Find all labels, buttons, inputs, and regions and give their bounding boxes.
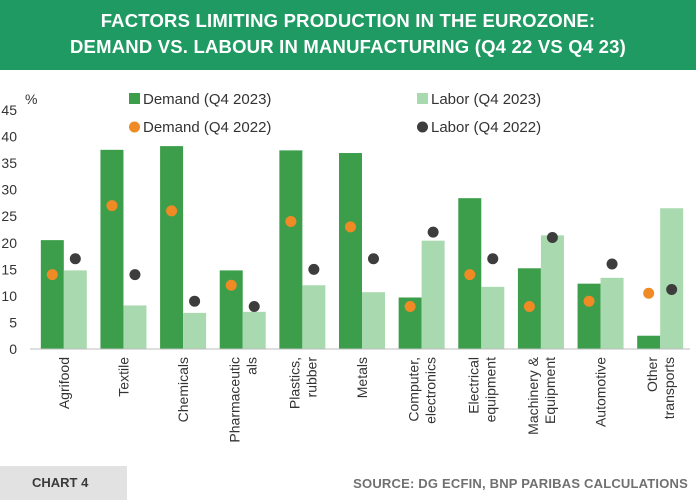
- dot-demand-2022: [464, 269, 476, 281]
- dot-labor-2022: [487, 253, 499, 265]
- dot-demand-2022: [225, 279, 237, 291]
- legend-label: Labor (Q4 2023): [431, 91, 541, 108]
- chart-title-line-2: DEMAND VS. LABOUR IN MANUFACTURING (Q4 2…: [69, 36, 626, 57]
- x-tick-label: Machinery &Equipment: [525, 356, 558, 434]
- dot-labor-2022: [666, 284, 678, 296]
- bar-demand-2023: [339, 153, 362, 349]
- bar-labor-2023: [540, 235, 564, 349]
- x-tick-label-line: Textile: [115, 357, 131, 397]
- x-tick-label-line: Plastics,: [286, 357, 302, 409]
- x-tick-label-line: Machinery &: [525, 356, 541, 434]
- y-tick-label: 45: [1, 102, 17, 118]
- legend-label: Demand (Q4 2022): [143, 119, 271, 136]
- x-tick-label-line: Agrifood: [56, 357, 72, 409]
- y-tick-label: 30: [1, 182, 17, 198]
- dot-demand-2022: [523, 301, 535, 313]
- x-tick-label: Agrifood: [56, 357, 72, 409]
- bar-demand-2023: [100, 149, 124, 349]
- legend-label: Demand (Q4 2023): [143, 91, 271, 108]
- chart-number-tag: CHART 4: [0, 466, 127, 500]
- x-tick-label: Textile: [115, 357, 131, 397]
- dot-demand-2022: [345, 221, 356, 233]
- bar-labor-2023: [183, 312, 207, 349]
- legend-swatch-labor-2023: [417, 93, 428, 104]
- bar-labor-2023: [600, 277, 624, 349]
- dot-labor-2022: [308, 263, 320, 275]
- x-tick-label-line: rubber: [303, 357, 319, 398]
- x-tick-label-line: equipment: [482, 357, 498, 422]
- dot-demand-2022: [643, 287, 655, 299]
- y-tick-label: 35: [1, 155, 17, 171]
- dot-labor-2022: [427, 226, 439, 238]
- x-tick-label: Othertransports: [644, 357, 677, 420]
- y-tick-label: 0: [9, 341, 17, 357]
- x-tick-label-line: Equipment: [542, 357, 558, 424]
- dot-labor-2022: [189, 295, 201, 307]
- dot-labor-2022: [129, 269, 141, 281]
- x-tick-label: Plastics,rubber: [286, 357, 319, 409]
- x-tick-label-line: Automotive: [593, 357, 609, 427]
- bar-demand-2023: [219, 270, 243, 349]
- bar-demand-2023: [40, 240, 64, 349]
- x-tick-label-line: Chemicals: [175, 357, 191, 422]
- dot-demand-2022: [285, 216, 297, 228]
- bar-labor-2023: [242, 311, 266, 349]
- x-tick-label-line: transports: [661, 357, 677, 419]
- x-tick-label: Automotive: [593, 357, 609, 427]
- y-tick-label: 5: [9, 314, 17, 330]
- y-unit-label: %: [25, 91, 37, 107]
- bar-labor-2023: [660, 208, 684, 349]
- x-tick-label-line: Other: [644, 357, 660, 392]
- y-tick-label: 15: [1, 261, 17, 277]
- x-tick-label: Pharmaceuticals: [227, 357, 260, 443]
- x-tick-label-line: electronics: [423, 357, 439, 424]
- bar-demand-2023: [577, 283, 601, 349]
- y-tick-label: 10: [1, 288, 17, 304]
- dot-labor-2022: [248, 301, 260, 313]
- legend-label: Labor (Q4 2022): [431, 119, 541, 136]
- x-tick-label-line: Metals: [354, 357, 370, 398]
- x-tick-label: Chemicals: [175, 357, 191, 422]
- y-tick-label: 20: [1, 235, 17, 251]
- x-tick-label-line: Pharmaceutic: [227, 357, 243, 443]
- bar-labor-2023: [481, 286, 505, 349]
- dot-labor-2022: [606, 258, 618, 270]
- dot-demand-2022: [106, 200, 118, 212]
- dot-labor-2022: [546, 231, 558, 243]
- legend-marker-labor-2022: [417, 121, 428, 133]
- bar-demand-2023: [637, 335, 661, 349]
- source-note: SOURCE: DG ECFIN, BNP PARIBAS CALCULATIO…: [353, 476, 688, 491]
- dot-demand-2022: [583, 295, 595, 307]
- chart-title-line-1: FACTORS LIMITING PRODUCTION IN THE EUROZ…: [100, 10, 596, 31]
- bar-labor-2023: [63, 270, 87, 349]
- y-tick-label: 25: [1, 208, 17, 224]
- legend-marker-demand-2022: [129, 121, 140, 133]
- bar-demand-2023: [160, 146, 184, 349]
- x-tick-label-line: Computer,: [406, 357, 422, 422]
- bar-labor-2023: [302, 285, 326, 349]
- chart-header: FACTORS LIMITING PRODUCTION IN THE EUROZ…: [0, 0, 696, 70]
- dot-labor-2022: [368, 253, 379, 265]
- x-tick-label: Metals: [354, 357, 370, 398]
- bar-labor-2023: [123, 305, 147, 349]
- bar-labor-2023: [421, 240, 445, 349]
- x-tick-label: Computer,electronics: [406, 357, 439, 424]
- x-tick-label: Electricalequipment: [465, 357, 498, 422]
- dot-demand-2022: [404, 301, 416, 313]
- bar-chart: % 0 5 10 15 20 25 30 35 40 45 Agrifood Textile Chemic…: [1, 91, 690, 443]
- legend-swatch-demand-2023: [129, 93, 140, 104]
- x-tick-label-line: als: [244, 357, 260, 375]
- bar-demand-2023: [279, 150, 303, 349]
- y-tick-label: 40: [1, 129, 17, 145]
- dot-demand-2022: [166, 205, 178, 217]
- x-tick-label-line: Electrical: [465, 357, 481, 414]
- bar-demand-2023: [398, 297, 422, 349]
- dot-labor-2022: [69, 253, 81, 265]
- dot-demand-2022: [46, 269, 58, 281]
- bar-labor-2023: [362, 292, 385, 349]
